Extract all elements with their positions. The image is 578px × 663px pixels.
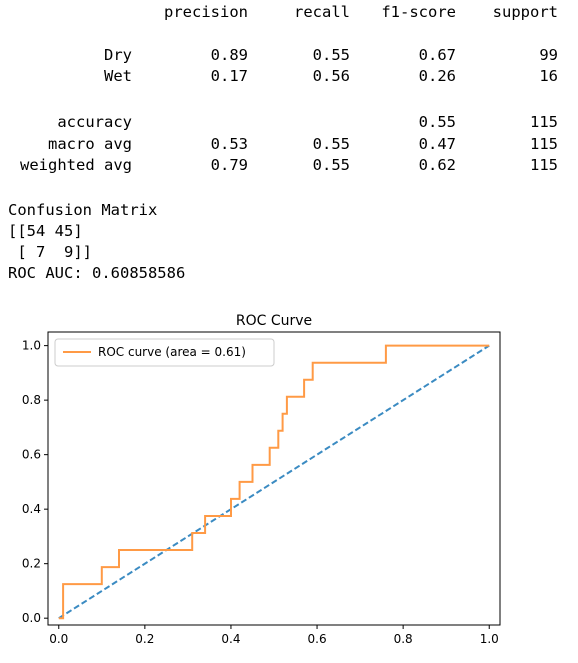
x-tick-label: 0.6	[308, 632, 327, 646]
legend-label-roc: ROC curve (area = 0.61)	[98, 345, 246, 359]
row-precision: 0.53	[210, 135, 248, 153]
row-label: Dry	[104, 46, 132, 64]
row-support: 115	[530, 113, 558, 131]
x-tick-label: 1.0	[480, 632, 499, 646]
chart-series	[58, 344, 490, 620]
header-precision: precision	[164, 3, 248, 21]
row-f1: 0.26	[418, 67, 456, 85]
row-precision: 0.89	[210, 46, 248, 64]
row-f1: 0.55	[418, 113, 456, 131]
row-f1: 0.62	[418, 156, 456, 174]
row-recall: 0.55	[312, 46, 350, 64]
row-support: 99	[539, 46, 558, 64]
y-tick-label: 0.6	[22, 448, 41, 462]
confusion-matrix-row-1: [[54 45]	[8, 222, 83, 240]
confusion-matrix-output: Confusion Matrix [[54 45] [ 7 9]] ROC AUC:…	[8, 200, 185, 284]
x-tick-label: 0.8	[394, 632, 413, 646]
confusion-matrix-heading: Confusion Matrix	[8, 201, 158, 219]
legend-box	[54, 338, 275, 367]
y-tick-label: 0.8	[22, 393, 41, 407]
y-tick-label: 0.4	[22, 502, 41, 516]
row-support: 115	[530, 135, 558, 153]
row-recall: 0.55	[312, 135, 350, 153]
row-precision: 0.79	[210, 156, 248, 174]
row-label: Wet	[104, 67, 132, 85]
row-support: 115	[530, 156, 558, 174]
row-recall: 0.56	[312, 67, 350, 85]
row-recall: 0.55	[312, 156, 350, 174]
chance-diagonal-line	[58, 344, 490, 620]
header-support: support	[492, 3, 558, 21]
classification-report: precision recall f1-score support Dry 0.…	[0, 0, 578, 190]
row-label: accuracy	[57, 113, 132, 131]
row-label: macro avg	[48, 135, 132, 153]
plot-frame	[47, 331, 501, 626]
x-tick-label: 0.2	[135, 632, 154, 646]
x-tick-label: 0.4	[221, 632, 240, 646]
header-f1: f1-score	[381, 3, 456, 21]
row-label: weighted avg	[20, 156, 132, 174]
row-precision: 0.17	[210, 67, 248, 85]
roc-curve-line	[58, 344, 490, 620]
chart-ticks: 0.0 0.2 0.4 0.6 0.8 1.0 0.0 0.2 0.4 0.6 0.8 1.0	[22, 339, 499, 646]
confusion-matrix-row-2: [ 7 9]]	[8, 243, 92, 261]
chart-legend: ROC curve (area = 0.61)	[54, 338, 275, 367]
x-tick-label: 0.0	[49, 632, 68, 646]
y-tick-label: 0.0	[22, 611, 41, 625]
row-f1: 0.47	[418, 135, 456, 153]
header-recall: recall	[294, 3, 350, 21]
chart-title: ROC Curve	[236, 313, 312, 329]
row-support: 16	[539, 67, 558, 85]
y-tick-label: 1.0	[22, 339, 41, 353]
y-tick-label: 0.2	[22, 557, 41, 571]
roc-chart: ROC Curve 0.0 0.2 0.4 0.6 0.8 1.0 0.0 0.2 0.4 0.6…	[22, 313, 501, 646]
row-f1: 0.67	[418, 46, 456, 64]
roc-auc-value: ROC AUC: 0.60858586	[8, 264, 186, 282]
